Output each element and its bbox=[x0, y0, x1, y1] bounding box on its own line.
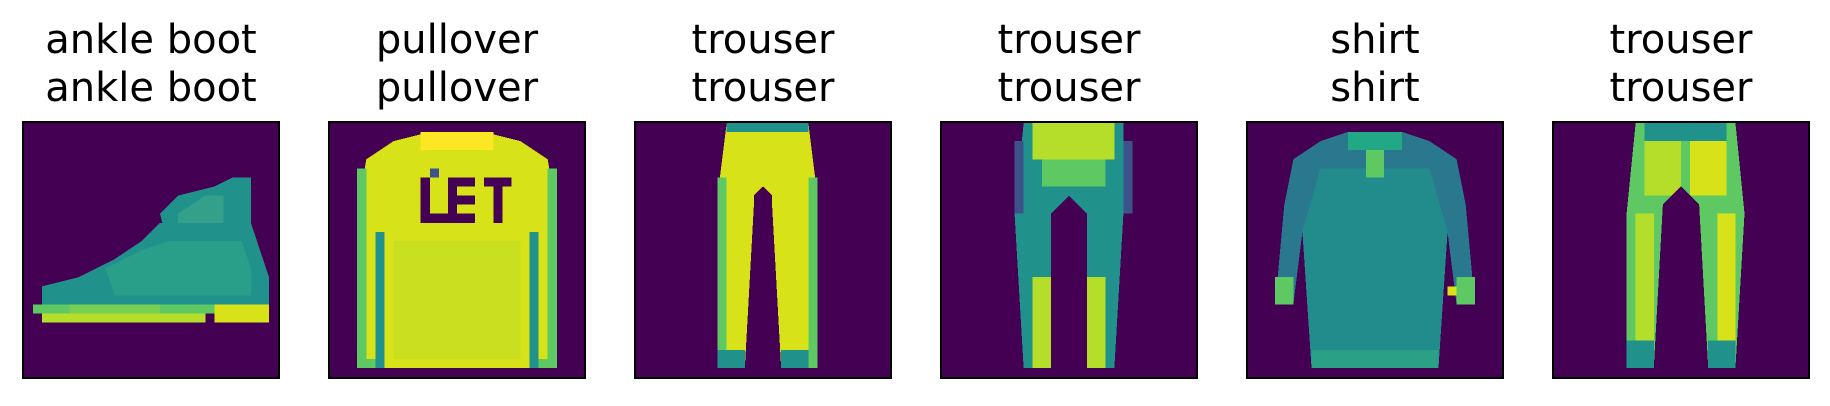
predicted-label: pullover bbox=[375, 65, 539, 111]
panel-trouser-1: trouser trouser bbox=[634, 0, 892, 406]
panel-title: trouser trouser bbox=[634, 16, 892, 112]
image-trouser-2 bbox=[940, 121, 1198, 379]
predicted-label: trouser bbox=[1609, 65, 1753, 111]
image-trouser-1 bbox=[634, 121, 892, 379]
panel-trouser-3: trouser trouser bbox=[1552, 0, 1810, 406]
panel-trouser-2: trouser trouser bbox=[940, 0, 1198, 406]
true-label: trouser bbox=[691, 17, 835, 63]
panel-title: ankle boot ankle boot bbox=[22, 16, 280, 112]
panel-shirt: shirt shirt bbox=[1246, 0, 1504, 406]
predicted-label: shirt bbox=[1330, 65, 1420, 111]
image-ankle-boot bbox=[22, 121, 280, 379]
panel-ankle-boot: ankle boot ankle boot bbox=[22, 0, 280, 406]
predicted-label: trouser bbox=[691, 65, 835, 111]
true-label: pullover bbox=[375, 17, 539, 63]
image-trouser-3 bbox=[1552, 121, 1810, 379]
true-label: ankle boot bbox=[45, 17, 257, 63]
panel-title: trouser trouser bbox=[1552, 16, 1810, 112]
predicted-label: ankle boot bbox=[45, 65, 257, 111]
predicted-label: trouser bbox=[997, 65, 1141, 111]
panel-title: shirt shirt bbox=[1246, 16, 1504, 112]
image-shirt bbox=[1246, 121, 1504, 379]
true-label: trouser bbox=[997, 17, 1141, 63]
panel-title: trouser trouser bbox=[940, 16, 1198, 112]
image-pullover bbox=[328, 121, 586, 379]
panel-title: pullover pullover bbox=[328, 16, 586, 112]
true-label: trouser bbox=[1609, 17, 1753, 63]
true-label: shirt bbox=[1330, 17, 1420, 63]
panel-pullover: pullover pullover bbox=[328, 0, 586, 406]
